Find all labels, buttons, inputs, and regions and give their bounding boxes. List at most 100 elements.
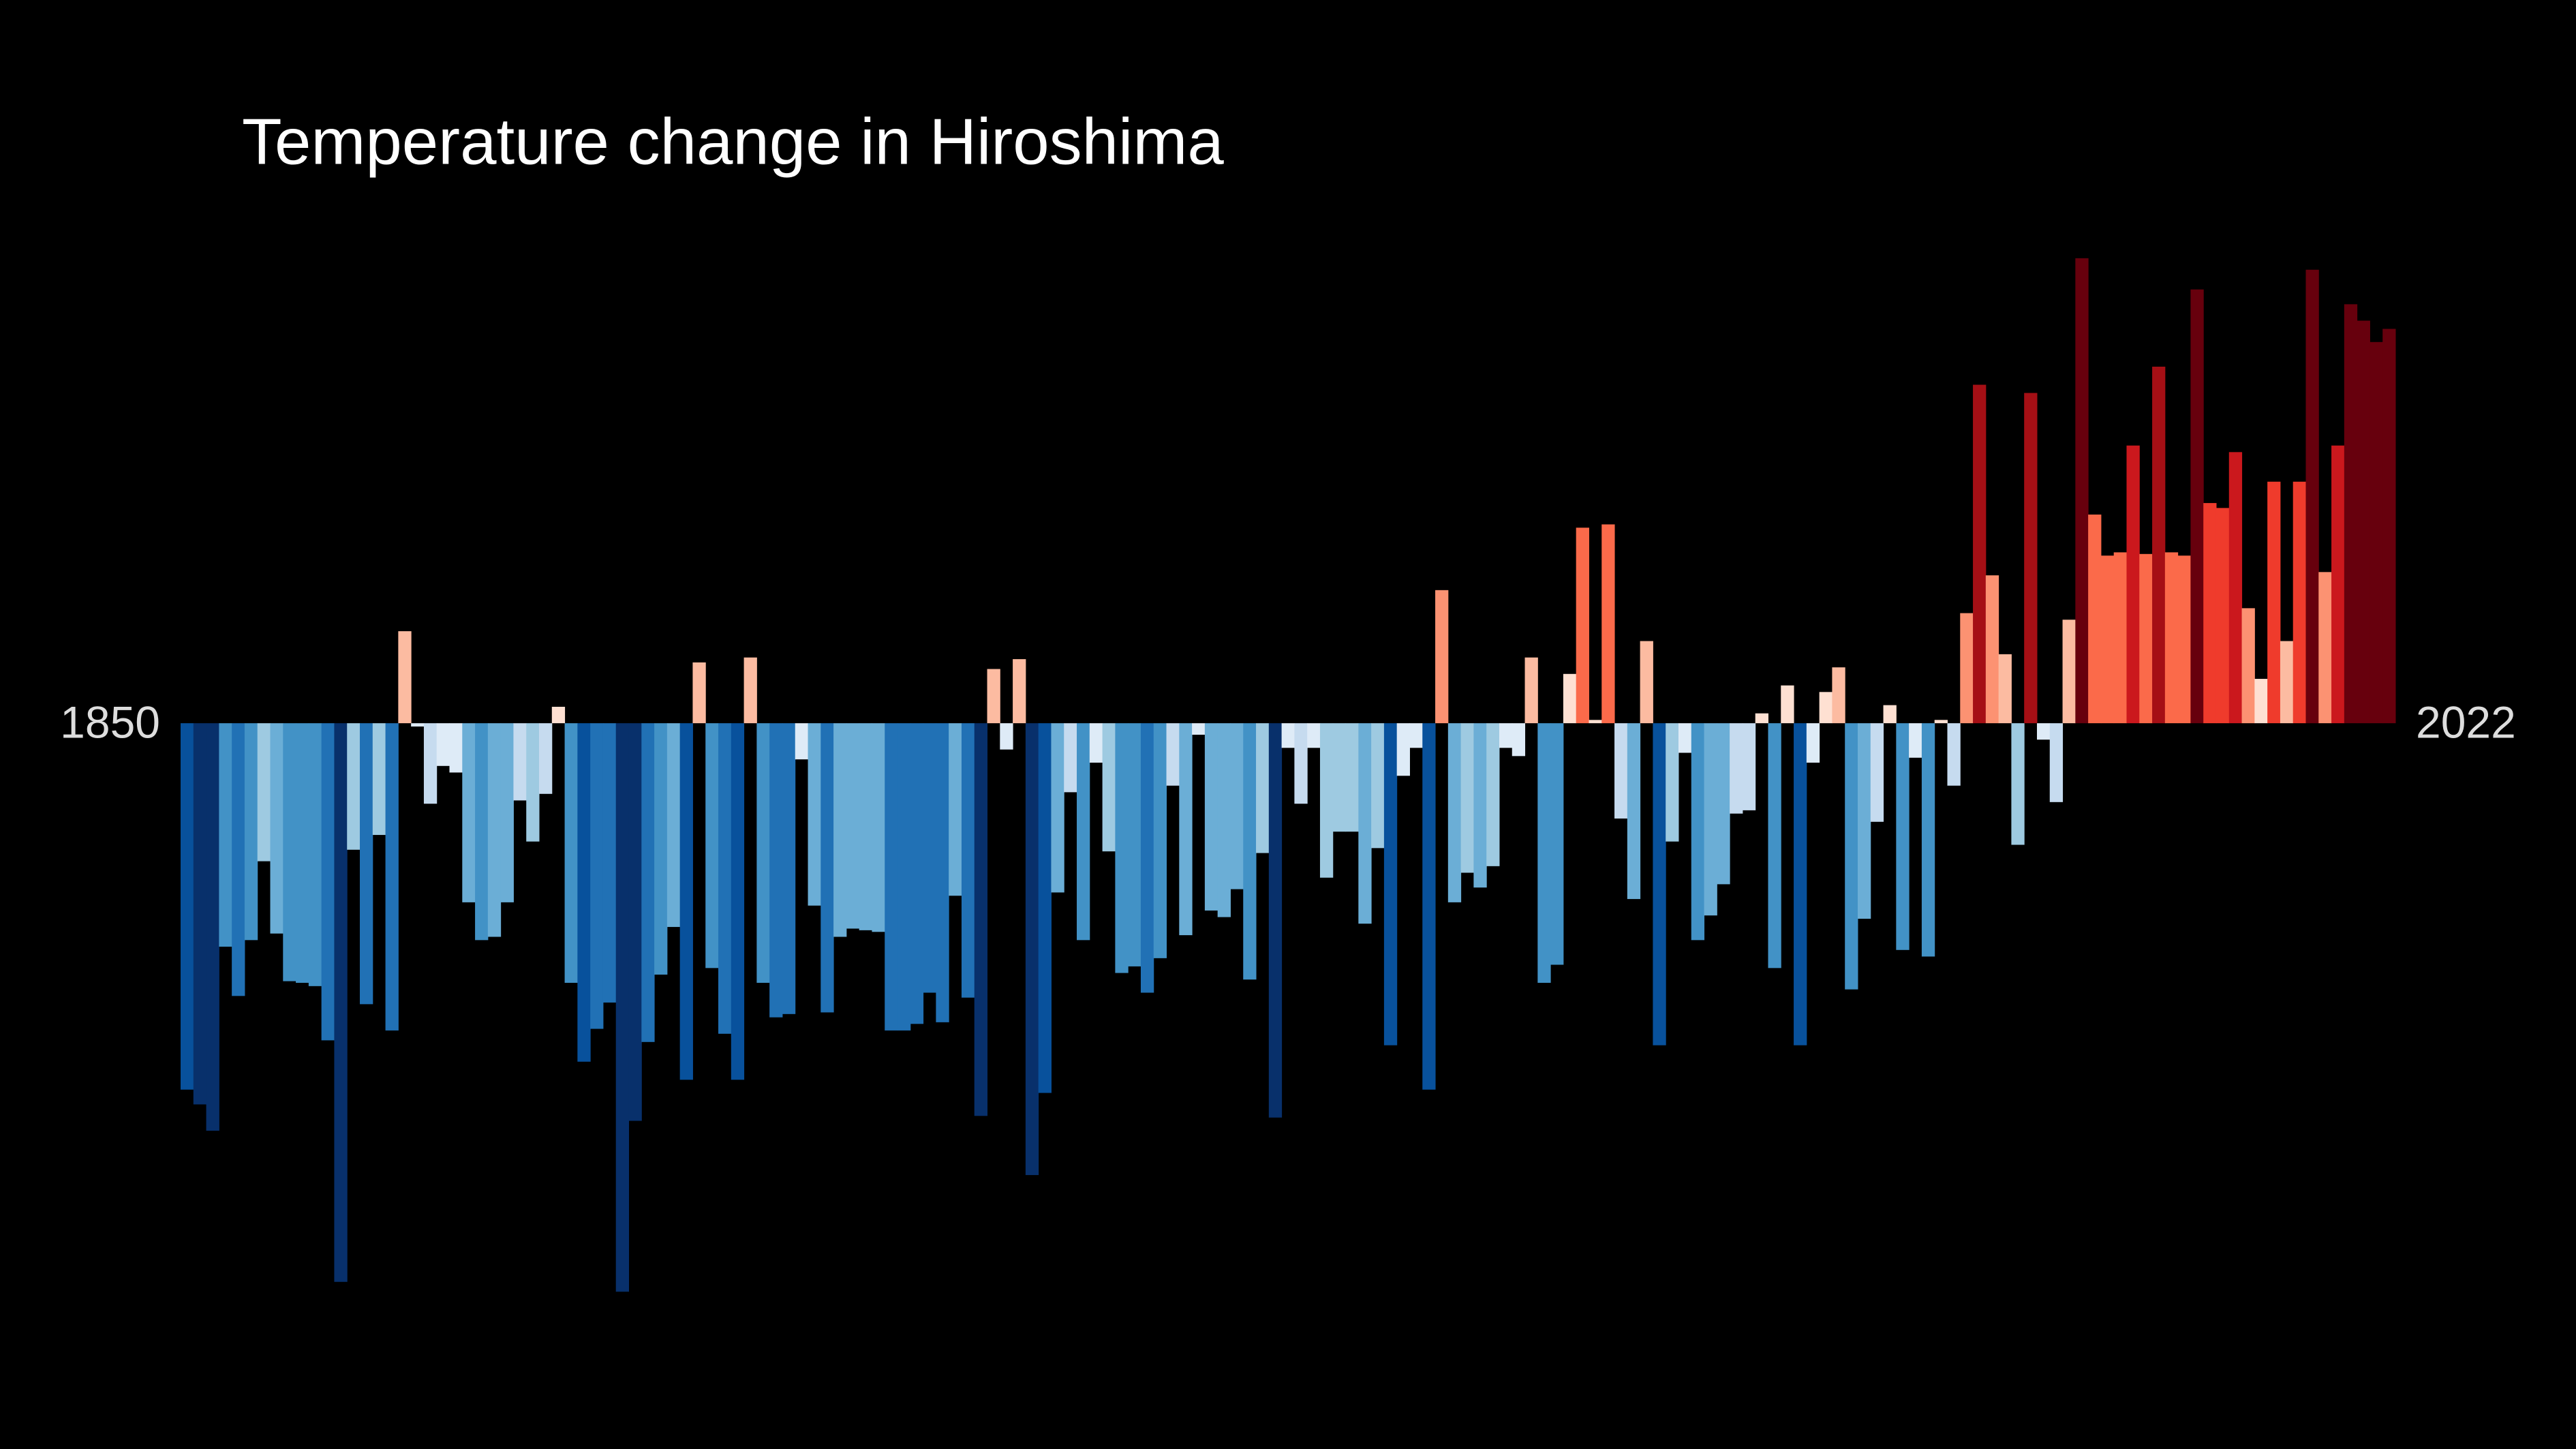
bar xyxy=(1204,723,1218,911)
bar xyxy=(1243,723,1257,980)
bar xyxy=(539,723,553,794)
bar xyxy=(1601,524,1615,724)
x-tick-label: 1850 xyxy=(60,697,160,748)
bar xyxy=(1550,723,1564,965)
bar xyxy=(2280,641,2294,724)
bar xyxy=(1524,657,1538,724)
bar xyxy=(1000,723,1013,750)
bar xyxy=(462,723,476,902)
bar xyxy=(232,723,245,996)
bar xyxy=(2036,723,2051,740)
bar xyxy=(1730,723,1743,814)
bar xyxy=(2011,723,2025,845)
bar xyxy=(1832,667,1845,724)
bar xyxy=(1666,723,1679,842)
bar xyxy=(2190,289,2204,724)
bar xyxy=(1627,723,1641,900)
bar xyxy=(898,723,911,1031)
bar xyxy=(181,723,194,1090)
bar xyxy=(2139,553,2153,724)
bar xyxy=(1819,692,1833,724)
bar xyxy=(500,723,514,902)
bar xyxy=(1614,723,1628,819)
bar xyxy=(590,723,604,1029)
bar xyxy=(360,723,373,1005)
bar xyxy=(2215,508,2230,724)
bar xyxy=(449,723,463,773)
bar xyxy=(257,723,271,861)
bar xyxy=(423,723,438,804)
bar xyxy=(1960,613,1974,724)
bar xyxy=(923,723,936,993)
bar xyxy=(2062,620,2076,724)
bar xyxy=(2344,304,2358,724)
bar xyxy=(1102,723,1116,852)
bar xyxy=(1704,723,1717,916)
bar xyxy=(436,723,450,766)
bar xyxy=(2382,329,2396,724)
bar xyxy=(795,723,809,760)
bar xyxy=(513,723,527,801)
bar xyxy=(1435,590,1449,724)
bar xyxy=(1447,723,1462,902)
bar xyxy=(2267,481,2281,724)
bar xyxy=(1589,720,1602,724)
bar xyxy=(961,723,975,998)
bar xyxy=(692,662,706,724)
bar xyxy=(2100,555,2115,724)
bar xyxy=(2318,572,2332,724)
bar xyxy=(1691,723,1705,941)
bar xyxy=(1883,705,1897,724)
bar xyxy=(1742,723,1756,810)
bar xyxy=(731,723,745,1080)
bar xyxy=(1653,723,1666,1046)
bar xyxy=(1985,575,1999,724)
bar xyxy=(1089,723,1103,763)
bar xyxy=(1499,723,1513,748)
bar xyxy=(526,723,540,842)
bar xyxy=(1038,723,1052,1093)
bar xyxy=(1256,723,1270,853)
bar xyxy=(1512,723,1526,757)
bar xyxy=(1371,723,1385,849)
bar xyxy=(1383,723,1398,1046)
bar xyxy=(296,723,309,983)
bar xyxy=(206,723,219,1131)
bar xyxy=(1896,723,1910,950)
bar xyxy=(1409,723,1423,748)
bar xyxy=(1678,723,1692,753)
bar xyxy=(2088,514,2102,724)
bar xyxy=(577,723,591,1062)
chart-title: Temperature change in Hiroshima xyxy=(242,105,1224,178)
bar xyxy=(1806,723,1820,763)
bar xyxy=(347,723,361,850)
bar xyxy=(1077,723,1090,941)
bar xyxy=(2228,452,2243,724)
bar xyxy=(1768,723,1781,968)
bar xyxy=(808,723,821,906)
bar xyxy=(1921,723,1935,957)
bar xyxy=(1755,713,1768,724)
bar xyxy=(2113,552,2127,724)
bar xyxy=(1576,528,1589,724)
bar xyxy=(1281,723,1295,748)
bar xyxy=(2049,723,2064,802)
bar xyxy=(1563,673,1577,724)
bar xyxy=(372,723,386,836)
bar xyxy=(564,723,578,983)
bar xyxy=(1473,723,1487,888)
bar xyxy=(821,723,834,1013)
bar xyxy=(283,723,296,981)
bar xyxy=(2177,555,2191,724)
bar xyxy=(859,723,872,930)
bar xyxy=(1947,723,1961,786)
bar xyxy=(551,707,566,724)
bar xyxy=(1717,723,1730,885)
bar xyxy=(1857,723,1871,919)
bar xyxy=(1460,723,1474,873)
bar xyxy=(2203,503,2217,724)
bar xyxy=(910,723,924,1024)
bar xyxy=(193,723,207,1105)
